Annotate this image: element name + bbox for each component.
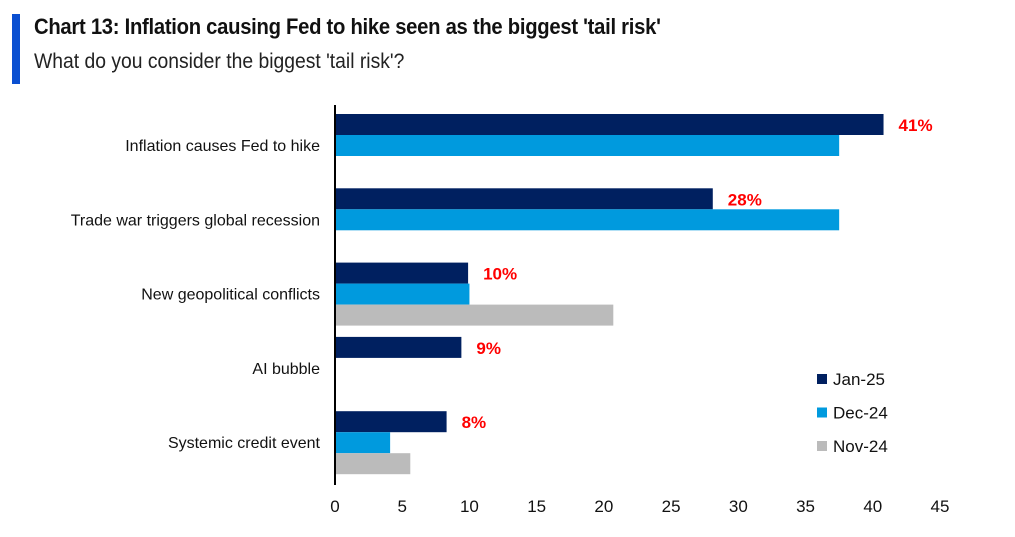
x-tick-label: 35 [796, 497, 815, 516]
x-tick-label: 0 [330, 497, 339, 516]
legend-label: Dec-24 [833, 404, 888, 423]
legend-label: Jan-25 [833, 370, 885, 389]
data-label: 41% [899, 116, 933, 135]
x-tick-label: 5 [397, 497, 406, 516]
x-tick-label: 45 [931, 497, 950, 516]
x-tick-label: 20 [594, 497, 613, 516]
bar-jan-25 [335, 114, 884, 135]
bar-dec-24 [335, 135, 840, 156]
bar-nov-24 [335, 453, 411, 475]
data-label: 8% [462, 413, 487, 432]
x-tick-label: 40 [863, 497, 882, 516]
data-label: 10% [483, 265, 517, 284]
chart-subtitle: What do you consider the biggest 'tail r… [34, 50, 405, 73]
bar-jan-25 [335, 411, 447, 433]
bar-jan-25 [335, 336, 462, 358]
chart-title: Chart 13: Inflation causing Fed to hike … [34, 14, 661, 39]
legend-label: Nov-24 [833, 437, 888, 456]
x-tick-label: 25 [662, 497, 681, 516]
bar-dec-24 [335, 432, 391, 454]
category-label: New geopolitical conflicts [141, 287, 320, 304]
data-label: 28% [728, 190, 762, 209]
bar-dec-24 [335, 283, 470, 305]
bar-nov-24 [335, 304, 614, 326]
category-label: Inflation causes Fed to hike [125, 138, 320, 155]
x-tick-label: 30 [729, 497, 748, 516]
category-label: Trade war triggers global recession [71, 212, 320, 229]
category-label: Systemic credit event [168, 435, 321, 452]
legend-swatch-dec-24 [817, 407, 827, 418]
legend-swatch-nov-24 [817, 441, 827, 451]
bar-dec-24 [335, 209, 840, 231]
title-accent-bar [12, 14, 20, 84]
bar-jan-25 [335, 188, 713, 210]
data-label: 9% [476, 339, 501, 358]
x-tick-label: 15 [527, 497, 546, 516]
category-label: AI bubble [252, 361, 320, 378]
x-tick-label: 10 [460, 497, 479, 516]
bar-jan-25 [335, 262, 469, 284]
legend-swatch-jan-25 [817, 374, 827, 384]
